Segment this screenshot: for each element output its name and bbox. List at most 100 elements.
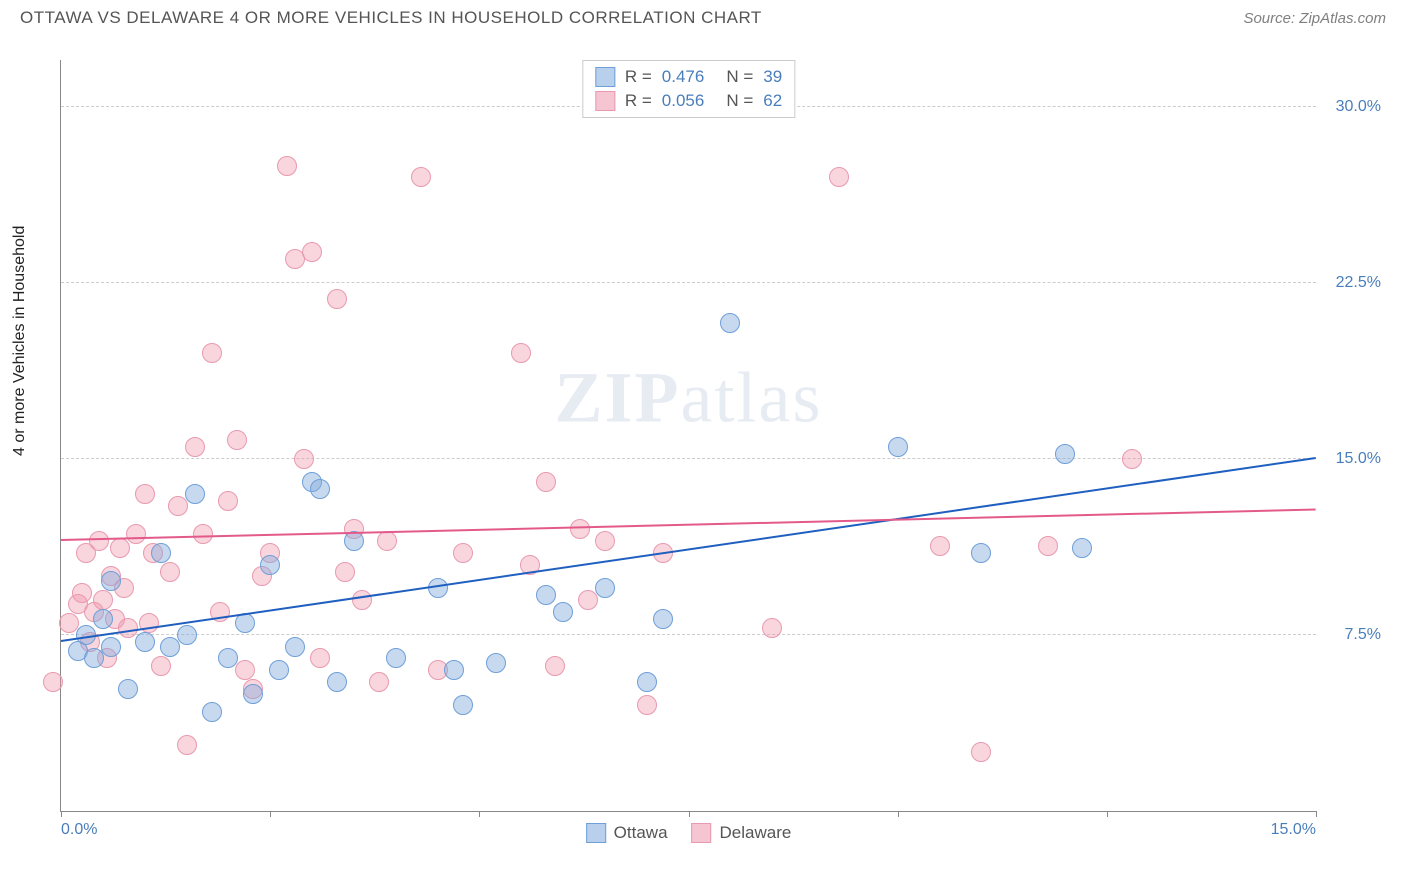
- data-point: [444, 660, 464, 680]
- data-point: [302, 242, 322, 262]
- data-point: [43, 672, 63, 692]
- y-tick-label: 7.5%: [1345, 626, 1381, 644]
- x-tick: [61, 811, 62, 817]
- data-point: [110, 538, 130, 558]
- data-point: [888, 437, 908, 457]
- data-point: [930, 536, 950, 556]
- data-point: [218, 491, 238, 511]
- data-point: [536, 585, 556, 605]
- delaware-swatch: [595, 91, 615, 111]
- data-point: [185, 484, 205, 504]
- legend-item-delaware: Delaware: [692, 823, 792, 843]
- data-point: [595, 531, 615, 551]
- stats-legend-row-ottawa: R = 0.476 N = 39: [595, 65, 782, 89]
- data-point: [269, 660, 289, 680]
- data-point: [160, 562, 180, 582]
- data-point: [193, 524, 213, 544]
- data-point: [570, 519, 590, 539]
- series-legend: Ottawa Delaware: [586, 823, 792, 843]
- data-point: [294, 449, 314, 469]
- data-point: [72, 583, 92, 603]
- data-point: [553, 602, 573, 622]
- data-point: [637, 672, 657, 692]
- delaware-n-value: 62: [763, 91, 782, 111]
- data-point: [720, 313, 740, 333]
- delaware-r-value: 0.056: [662, 91, 705, 111]
- data-point: [369, 672, 389, 692]
- data-point: [637, 695, 657, 715]
- data-point: [227, 430, 247, 450]
- trend-line: [61, 457, 1316, 642]
- data-point: [235, 660, 255, 680]
- chart-title: OTTAWA VS DELAWARE 4 OR MORE VEHICLES IN…: [20, 8, 762, 28]
- data-point: [971, 543, 991, 563]
- plot-area: ZIPatlas R = 0.476 N = 39 R = 0.056 N = …: [60, 60, 1316, 812]
- data-point: [386, 648, 406, 668]
- data-point: [135, 484, 155, 504]
- ottawa-n-value: 39: [763, 67, 782, 87]
- data-point: [453, 695, 473, 715]
- data-point: [202, 702, 222, 722]
- data-point: [335, 562, 355, 582]
- x-tick: [689, 811, 690, 817]
- data-point: [762, 618, 782, 638]
- data-point: [1072, 538, 1092, 558]
- data-point: [126, 524, 146, 544]
- data-point: [829, 167, 849, 187]
- chart-source: Source: ZipAtlas.com: [1243, 10, 1386, 27]
- data-point: [486, 653, 506, 673]
- data-point: [327, 672, 347, 692]
- ottawa-swatch: [595, 67, 615, 87]
- x-tick: [479, 811, 480, 817]
- x-tick: [1316, 811, 1317, 817]
- data-point: [277, 156, 297, 176]
- data-point: [89, 531, 109, 551]
- data-point: [101, 637, 121, 657]
- data-point: [536, 472, 556, 492]
- delaware-legend-label: Delaware: [720, 823, 792, 843]
- data-point: [243, 684, 263, 704]
- y-tick-label: 15.0%: [1336, 450, 1381, 468]
- data-point: [595, 578, 615, 598]
- legend-item-ottawa: Ottawa: [586, 823, 668, 843]
- chart-header: OTTAWA VS DELAWARE 4 OR MORE VEHICLES IN…: [0, 0, 1406, 28]
- data-point: [653, 609, 673, 629]
- data-point: [511, 343, 531, 363]
- data-point: [1038, 536, 1058, 556]
- data-point: [260, 555, 280, 575]
- data-point: [118, 618, 138, 638]
- trend-line: [61, 509, 1316, 542]
- data-point: [971, 742, 991, 762]
- data-point: [177, 625, 197, 645]
- y-tick-label: 30.0%: [1336, 98, 1381, 116]
- stats-legend: R = 0.476 N = 39 R = 0.056 N = 62: [582, 60, 795, 118]
- data-point: [118, 679, 138, 699]
- stats-legend-row-delaware: R = 0.056 N = 62: [595, 89, 782, 113]
- x-tick: [1107, 811, 1108, 817]
- data-point: [1055, 444, 1075, 464]
- gridline: [61, 634, 1316, 635]
- chart-container: 4 or more Vehicles in Household ZIPatlas…: [20, 40, 1386, 872]
- x-tick-label: 15.0%: [1271, 821, 1316, 839]
- data-point: [218, 648, 238, 668]
- ottawa-legend-swatch: [586, 823, 606, 843]
- data-point: [310, 648, 330, 668]
- data-point: [135, 632, 155, 652]
- y-tick-label: 22.5%: [1336, 274, 1381, 292]
- data-point: [285, 637, 305, 657]
- data-point: [235, 613, 255, 633]
- ottawa-legend-label: Ottawa: [614, 823, 668, 843]
- delaware-legend-swatch: [692, 823, 712, 843]
- data-point: [185, 437, 205, 457]
- gridline: [61, 282, 1316, 283]
- data-point: [177, 735, 197, 755]
- data-point: [93, 590, 113, 610]
- data-point: [545, 656, 565, 676]
- data-point: [411, 167, 431, 187]
- data-point: [151, 543, 171, 563]
- data-point: [327, 289, 347, 309]
- data-point: [352, 590, 372, 610]
- data-point: [151, 656, 171, 676]
- x-tick-label: 0.0%: [61, 821, 97, 839]
- data-point: [101, 571, 121, 591]
